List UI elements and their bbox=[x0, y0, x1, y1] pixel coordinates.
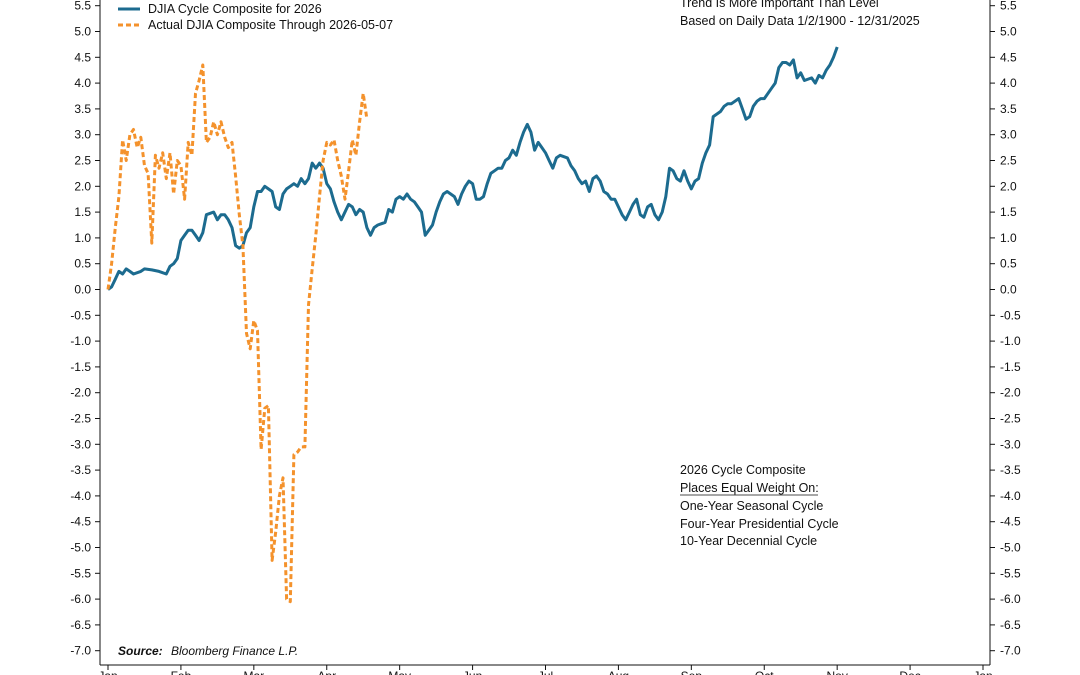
y-tick-label-left: 2.5 bbox=[74, 154, 91, 168]
y-tick-label-right: -1.0 bbox=[1000, 334, 1021, 348]
note-line-5: 10-Year Decennial Cycle bbox=[680, 534, 817, 548]
y-tick-label-left: -4.0 bbox=[70, 489, 91, 503]
y-tick-label-left: 0.0 bbox=[74, 283, 91, 297]
y-tick-label-left: 4.5 bbox=[74, 50, 91, 64]
x-tick-label: May bbox=[388, 669, 411, 675]
source-text: Bloomberg Finance L.P. bbox=[171, 644, 298, 658]
y-tick-label-right: 0.5 bbox=[1000, 257, 1017, 271]
y-tick-label-right: -1.5 bbox=[1000, 360, 1021, 374]
x-tick-label: Nov bbox=[826, 669, 847, 675]
y-tick-label-left: -3.5 bbox=[70, 463, 91, 477]
series-line-actual-djia bbox=[106, 63, 369, 604]
y-tick-label-right: -2.5 bbox=[1000, 412, 1021, 426]
y-tick-label-left: -2.0 bbox=[70, 386, 91, 400]
y-axis-left: 5.5 5.0 4.5 4.0 3.5 3.0 2.5 2.0 1.5 1.0 0.5 0.0 -0.5… bbox=[70, 0, 100, 658]
trend-annotation-line-2: Based on Daily Data 1/2/1900 - 12/31/202… bbox=[680, 14, 920, 28]
y-tick-label-right: -6.0 bbox=[1000, 592, 1021, 606]
y-tick-label-left: -5.0 bbox=[70, 541, 91, 555]
x-tick-label: Jul bbox=[538, 669, 553, 675]
x-tick-label: Jun bbox=[463, 669, 482, 675]
y-tick-label-right: 3.0 bbox=[1000, 128, 1017, 142]
x-tick-label: Apr bbox=[317, 669, 336, 675]
y-tick-label-right: 1.5 bbox=[1000, 205, 1017, 219]
y-tick-label-right: -2.0 bbox=[1000, 386, 1021, 400]
y-tick-label-left: 3.5 bbox=[74, 102, 91, 116]
y-tick-label-right: 4.0 bbox=[1000, 76, 1017, 90]
x-tick-label: Sep bbox=[681, 669, 703, 675]
note-line-3: One-Year Seasonal Cycle bbox=[680, 499, 823, 513]
note-line-4: Four-Year Presidential Cycle bbox=[680, 517, 839, 531]
y-tick-label-right: -4.0 bbox=[1000, 489, 1021, 503]
y-tick-label-left: 1.0 bbox=[74, 231, 91, 245]
y-tick-label-right: 5.0 bbox=[1000, 25, 1017, 39]
y-tick-label-right: -7.0 bbox=[1000, 644, 1021, 658]
y-tick-label-left: -6.0 bbox=[70, 592, 91, 606]
y-tick-label-right: -3.5 bbox=[1000, 463, 1021, 477]
y-tick-label-right: -3.0 bbox=[1000, 437, 1021, 451]
legend-label-composite: DJIA Cycle Composite for 2026 bbox=[148, 2, 322, 16]
y-tick-label-left: -3.0 bbox=[70, 437, 91, 451]
trend-annotation: Trend Is More Important Than Level Based… bbox=[680, 0, 920, 28]
note-line-2: Places Equal Weight On: bbox=[680, 481, 819, 495]
legend: DJIA Cycle Composite for 2026 Actual DJI… bbox=[118, 2, 393, 32]
series-line-cycle-composite bbox=[107, 46, 839, 291]
y-tick-label-left: -5.5 bbox=[70, 566, 91, 580]
y-tick-label-right: -6.5 bbox=[1000, 618, 1021, 632]
y-tick-label-right: -5.5 bbox=[1000, 566, 1021, 580]
y-tick-label-left: 5.5 bbox=[74, 0, 91, 13]
y-tick-label-left: 3.0 bbox=[74, 128, 91, 142]
series-layer bbox=[106, 46, 839, 604]
y-tick-label-left: 0.5 bbox=[74, 257, 91, 271]
y-tick-label-right: 5.5 bbox=[1000, 0, 1017, 13]
source-label: Source: bbox=[118, 644, 163, 658]
x-tick-label: Mar bbox=[243, 669, 264, 675]
y-tick-label-right: 2.5 bbox=[1000, 154, 1017, 168]
x-axis: Jan Feb Mar Apr May Jun Jul Aug Sep Oct Nov Dec Jan bbox=[98, 665, 993, 675]
trend-annotation-line-1: Trend Is More Important Than Level bbox=[680, 0, 879, 10]
y-axis-right: 5.5 5.0 4.5 4.0 3.5 3.0 2.5 2.0 1.5 1.0 0.5 0.0 -0.5… bbox=[990, 0, 1021, 658]
y-tick-label-right: -4.5 bbox=[1000, 515, 1021, 529]
x-tick-label: Aug bbox=[608, 669, 629, 675]
y-tick-label-left: -1.0 bbox=[70, 334, 91, 348]
x-tick-label: Jan bbox=[973, 669, 992, 675]
note-line-1: 2026 Cycle Composite bbox=[680, 463, 806, 477]
y-tick-label-left: -7.0 bbox=[70, 644, 91, 658]
x-tick-label: Jan bbox=[98, 669, 117, 675]
y-tick-label-right: 4.5 bbox=[1000, 50, 1017, 64]
y-tick-label-left: 5.0 bbox=[74, 25, 91, 39]
y-tick-label-left: -0.5 bbox=[70, 308, 91, 322]
plot-frame bbox=[99, 0, 991, 666]
x-tick-label: Oct bbox=[755, 669, 774, 675]
y-tick-label-right: -5.0 bbox=[1000, 541, 1021, 555]
source-note: Source: Bloomberg Finance L.P. bbox=[118, 644, 298, 658]
y-tick-label-right: 1.0 bbox=[1000, 231, 1017, 245]
y-tick-label-right: 0.0 bbox=[1000, 283, 1017, 297]
y-tick-label-left: 4.0 bbox=[74, 76, 91, 90]
legend-label-actual: Actual DJIA Composite Through 2026-05-07 bbox=[148, 18, 393, 32]
y-tick-label-left: -6.5 bbox=[70, 618, 91, 632]
y-tick-label-left: -1.5 bbox=[70, 360, 91, 374]
y-tick-label-left: -2.5 bbox=[70, 412, 91, 426]
y-tick-label-left: 1.5 bbox=[74, 205, 91, 219]
y-tick-label-right: 3.5 bbox=[1000, 102, 1017, 116]
note-box: 2026 Cycle Composite Places Equal Weight… bbox=[680, 463, 839, 548]
y-tick-label-left: -4.5 bbox=[70, 515, 91, 529]
y-tick-label-right: 2.0 bbox=[1000, 179, 1017, 193]
x-tick-label: Feb bbox=[171, 669, 192, 675]
y-tick-label-right: -0.5 bbox=[1000, 308, 1021, 322]
x-tick-label: Dec bbox=[899, 669, 920, 675]
y-tick-label-left: 2.0 bbox=[74, 179, 91, 193]
